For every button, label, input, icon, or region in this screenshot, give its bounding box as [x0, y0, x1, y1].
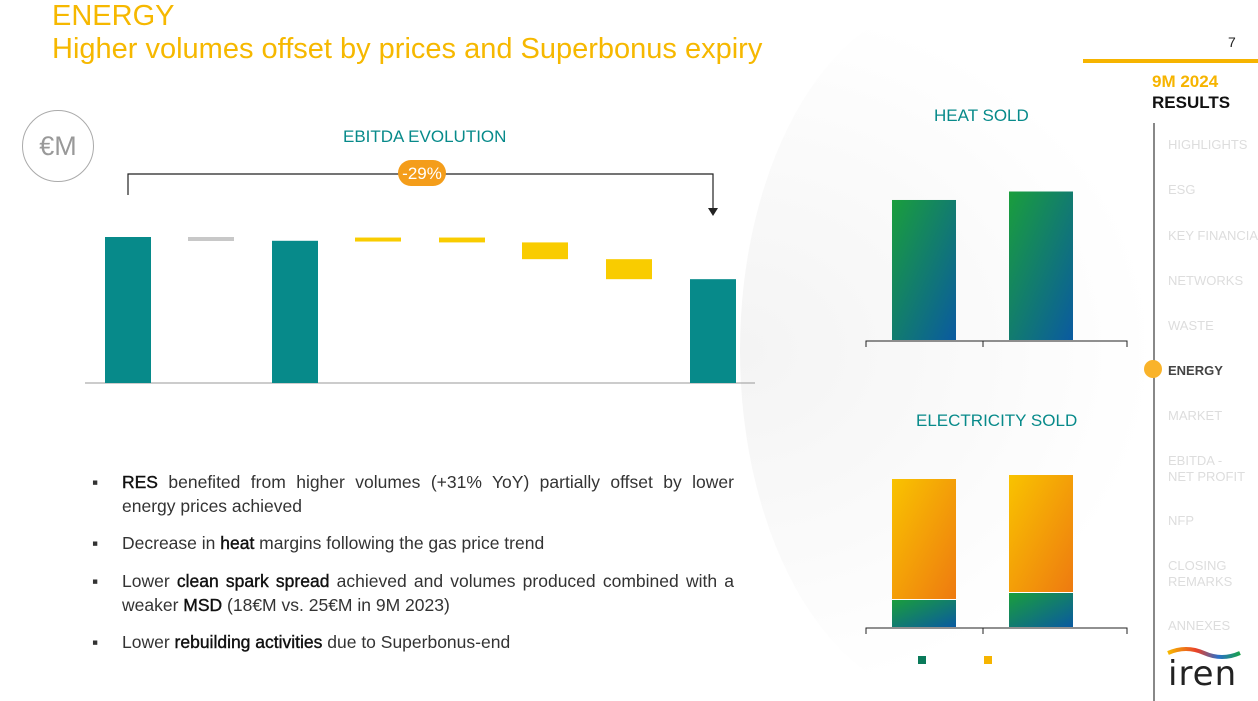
heat-axis [865, 340, 1128, 347]
bullet-fragment: due to Superbonus-end [322, 632, 511, 652]
waterfall-bar [606, 259, 652, 280]
sidebar-results: RESULTS [1152, 93, 1231, 112]
header-rule [1083, 59, 1258, 63]
ebitda-waterfall-chart: -29% [85, 160, 755, 384]
bullet-text: Lower rebuilding activities due to Super… [122, 630, 734, 654]
electricity-axis [865, 627, 1128, 634]
waterfall-bar [439, 237, 485, 243]
res-bar-segment [892, 600, 956, 627]
bullet-fragment: benefited from higher volumes (+31% YoY)… [122, 472, 734, 516]
bullet-item: ▪ Lower rebuilding activities due to Supe… [92, 630, 734, 654]
waterfall-bar [272, 240, 318, 383]
res-legend-swatch [918, 656, 926, 664]
bullet-highlight: rebuilding activities [174, 632, 323, 652]
page-number: 7 [1228, 34, 1236, 50]
bullet-icon: ▪ [92, 571, 99, 591]
bullet-text: Decrease in heat margins following the g… [122, 531, 734, 555]
bullet-text: RES benefited from higher volumes (+31% … [122, 470, 734, 518]
bullet-highlight: clean spark spread [176, 571, 330, 591]
res-bar-segment [1009, 593, 1073, 627]
waterfall-bar [522, 242, 568, 260]
iren-logo: iren [1167, 647, 1241, 689]
electricity-sold-chart [865, 475, 1128, 664]
change-badge [398, 160, 446, 186]
sidebar-period: 9M 2024 [1152, 72, 1219, 91]
sidebar-item-closing-remarks[interactable]: CLOSING REMARKS [1168, 558, 1233, 589]
sidebar-item-nfp[interactable]: NFP [1168, 513, 1194, 528]
change-badge-text: -29% [402, 164, 442, 183]
sidebar-timeline [1153, 123, 1155, 701]
page-subtitle: Higher volumes offset by prices and Supe… [52, 33, 763, 65]
waterfall-bar [355, 237, 401, 242]
electricity-chart-title: ELECTRICITY SOLD [916, 411, 1078, 430]
sidebar-item-annexes[interactable]: ANNEXES [1168, 618, 1231, 633]
bullet-highlight: MSD [183, 595, 223, 615]
bullet-fragment: Decrease in [122, 533, 221, 553]
bullet-item: ▪ RES benefited from higher volumes (+31%… [92, 470, 734, 518]
bullet-fragment: achieved and volumes produced combined w… [122, 571, 734, 615]
heat-bar [1009, 191, 1073, 340]
waterfall-bar [105, 237, 151, 383]
page-title: ENERGY [52, 0, 175, 32]
heat-bar [892, 199, 956, 340]
bullet-text: Lower clean spark spread achieved and vo… [122, 569, 734, 617]
sidebar-item-market[interactable]: MARKET [1168, 408, 1223, 423]
sidebar-item-ebitda-net-profit[interactable]: EBITDA - NET PROFIT [1168, 453, 1246, 484]
bullet-icon: ▪ [92, 632, 99, 652]
sidebar-item-energy[interactable]: ENERGY [1168, 363, 1223, 378]
gas-bar-segment [892, 479, 956, 599]
sidebar-item-highlights[interactable]: HIGHLIGHTS [1168, 137, 1248, 152]
bullet-icon: ▪ [92, 533, 99, 553]
gas-legend-swatch [984, 656, 992, 664]
bullet-fragment: Lower [122, 632, 175, 652]
ebitda-chart-title: EBITDA EVOLUTION [343, 127, 507, 146]
bullet-fragment: (18€M vs. 25€M in 9M 2023) [222, 595, 450, 615]
heat-chart-title: HEAT SOLD [934, 106, 1029, 125]
gas-bar-segment [1009, 475, 1073, 592]
bullet-item: ▪ Lower clean spark spread achieved and v… [92, 569, 734, 617]
active-section-dot-icon [1144, 360, 1162, 378]
sidebar-item-esg[interactable]: ESG [1168, 182, 1196, 197]
arrow-down-icon [708, 208, 718, 216]
bullet-highlight: RES [122, 472, 158, 492]
sidebar-item-key-financial[interactable]: KEY FINANCIAL [1168, 228, 1258, 243]
sidebar-item-waste[interactable]: WASTE [1168, 318, 1214, 333]
bullet-fragment: Lower [122, 571, 177, 591]
bullet-highlight: heat [220, 533, 255, 553]
bullet-icon: ▪ [92, 472, 99, 492]
sidebar-item-networks[interactable]: NETWORKS [1168, 273, 1244, 288]
bullet-fragment: margins following the gas price trend [254, 533, 545, 553]
waterfall-bar [188, 237, 234, 241]
unit-badge: €M [22, 110, 94, 182]
heat-sold-chart [865, 191, 1128, 347]
bullet-item: ▪ Decrease in heat margins following the … [92, 531, 734, 555]
svg-text:iren: iren [1168, 654, 1237, 689]
waterfall-bar [690, 279, 736, 383]
